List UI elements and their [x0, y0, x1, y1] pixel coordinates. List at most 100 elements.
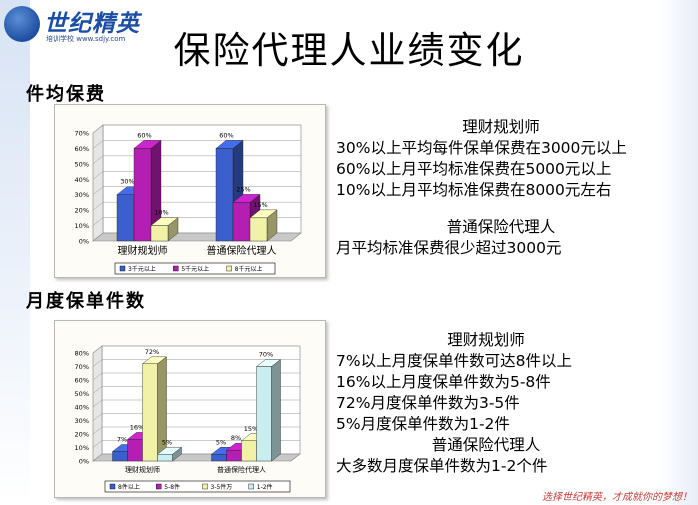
- premium-group2-line: 月平均标准保费很少超过3000元: [336, 239, 562, 257]
- legend-swatch: [156, 483, 162, 490]
- logo-badge-icon: [4, 6, 40, 42]
- logo-url: 培训学校 www.sdjy.com: [46, 35, 126, 43]
- y-tick-label: 40%: [75, 176, 89, 184]
- legend-label: 8件以上: [118, 483, 140, 491]
- gridline: [92, 386, 300, 394]
- policy-group1-line: 5%月度保单件数为1-2件: [336, 415, 510, 433]
- policy-group2-line: 大多数月度保单件数为1-2个件: [336, 457, 548, 475]
- premium-chart-svg: 0% 10% 20% 30% 40% 50% 60% 70% 30% 60% 10% 理财规划师 60%…: [75, 124, 302, 275]
- data-label: 8%: [231, 434, 241, 442]
- legend-swatch: [109, 483, 116, 490]
- bar-front: [112, 451, 128, 462]
- bar-front: [249, 217, 268, 242]
- policy-group1-line: 7%以上月度保单件数可达8件以上: [336, 352, 572, 370]
- bar: [150, 217, 179, 242]
- side-wall: [92, 124, 104, 242]
- category-label: 理财规划师: [118, 244, 168, 257]
- bar: [133, 140, 162, 242]
- y-tick-label: 10%: [75, 222, 89, 230]
- gridline: [92, 345, 300, 354]
- legend-swatch: [248, 483, 254, 490]
- category-label: 普通保险代理人: [207, 244, 277, 257]
- legend-label: 1-2件: [257, 483, 273, 491]
- bar-front: [215, 148, 234, 242]
- y-tick-label: 30%: [75, 191, 89, 199]
- category-label: 普通保险代理人: [217, 465, 266, 474]
- bar: [255, 359, 282, 462]
- y-tick-label: 50%: [75, 160, 89, 168]
- y-tick-label: 20%: [75, 207, 89, 215]
- data-label: 72%: [145, 348, 159, 356]
- legend-swatch: [202, 483, 208, 490]
- bar-front: [256, 366, 272, 462]
- gridline: [92, 413, 300, 421]
- data-label: 15%: [253, 201, 267, 209]
- data-label: 60%: [219, 131, 233, 139]
- y-tick-label: 30%: [75, 417, 89, 425]
- bar-front: [211, 454, 227, 462]
- background-right-gradient: [658, 0, 698, 505]
- legend-label: 3-5件万: [211, 483, 233, 491]
- premium-group1-line: 60%以上月平均标准保费在5000元以上: [336, 160, 612, 178]
- policy-group2-title: 普通保险代理人: [431, 436, 541, 454]
- gridline: [92, 399, 300, 408]
- y-tick-label: 0%: [79, 238, 89, 246]
- data-label: 5%: [216, 438, 226, 446]
- bar: [156, 446, 183, 462]
- bar-front: [241, 440, 257, 462]
- gridline: [92, 359, 300, 367]
- data-label: 16%: [130, 423, 144, 431]
- background-left-gradient: [0, 0, 30, 505]
- legend-swatch: [226, 265, 232, 272]
- gridline: [92, 426, 300, 435]
- y-tick-label: 60%: [75, 377, 89, 385]
- policy-count-chart-svg: 0% 10% 20% 30% 40% 50% 60% 70% 80% 7%16% 72% 5% 理财规划…: [75, 345, 301, 493]
- data-label: 5%: [162, 438, 172, 446]
- bar: [141, 356, 168, 462]
- data-label: 7%: [117, 436, 127, 444]
- data-label: 15%: [244, 425, 258, 433]
- bar-front: [157, 454, 173, 462]
- gridline: [92, 124, 301, 134]
- bar-front: [116, 194, 135, 242]
- premium-group1-title: 理财规划师: [462, 118, 540, 136]
- premium-group1-line: 10%以上月平均标准保费在8000元左右: [336, 181, 612, 199]
- y-tick-label: 70%: [75, 363, 89, 371]
- data-label: 70%: [259, 351, 273, 359]
- bar: [249, 209, 278, 242]
- gridline: [92, 372, 300, 381]
- policy-section-heading: 月度保单件数: [26, 291, 146, 312]
- y-tick-label: 10%: [75, 444, 89, 452]
- premium-section-heading: 件均保费: [26, 84, 106, 105]
- premium-text-block: 理财规划师 30%以上平均每件保单保费在3000元以上 60%以上月平均标准保费…: [336, 117, 666, 259]
- premium-group2-title: 普通保险代理人: [446, 218, 556, 236]
- bar-front: [232, 202, 251, 242]
- bar-front: [142, 363, 158, 462]
- legend-label: 5千元以上: [181, 265, 209, 273]
- legend-box: [114, 262, 276, 275]
- policy-group1-line: 72%月度保单件数为3-5件: [336, 394, 520, 412]
- brand-logo: 世纪精英 培训学校 www.sdjy.com: [4, 4, 149, 46]
- premium-group1-line: 30%以上平均每件保单保费在3000元以上: [336, 139, 627, 157]
- footer-slogan: 选择世纪精英，才成就你的梦想！: [542, 492, 692, 503]
- y-tick-label: 20%: [75, 431, 89, 439]
- y-tick-label: 0%: [79, 458, 89, 466]
- y-tick-label: 40%: [75, 404, 89, 412]
- category-label: 理财规划师: [125, 465, 160, 474]
- policy-group1-title: 理财规划师: [447, 331, 525, 349]
- page-title: 保险代理人业绩变化: [173, 29, 525, 72]
- policy-text-block: 理财规划师 7%以上月度保单件数可达8件以上 16%以上月度保单件数为5-8件 …: [336, 330, 636, 477]
- bar-front: [150, 225, 169, 242]
- legend-label: 5-8件: [164, 483, 180, 491]
- policy-group1-line: 16%以上月度保单件数为5-8件: [336, 373, 551, 391]
- legend-box: [104, 480, 291, 493]
- premium-chart: 0% 10% 20% 30% 40% 50% 60% 70% 30% 60% 10% 理财规划师 60%…: [54, 104, 326, 278]
- y-tick-label: 70%: [75, 130, 89, 138]
- logo-title: 世纪精英: [44, 11, 140, 36]
- data-label: 25%: [236, 185, 250, 193]
- policy-count-chart: 0% 10% 20% 30% 40% 50% 60% 70% 80% 7% 16% 72% 5% 理财规划…: [54, 320, 326, 498]
- bar-front: [133, 148, 152, 242]
- data-label: 30%: [120, 178, 134, 186]
- data-label: 60%: [137, 131, 151, 139]
- bar-side: [271, 359, 281, 462]
